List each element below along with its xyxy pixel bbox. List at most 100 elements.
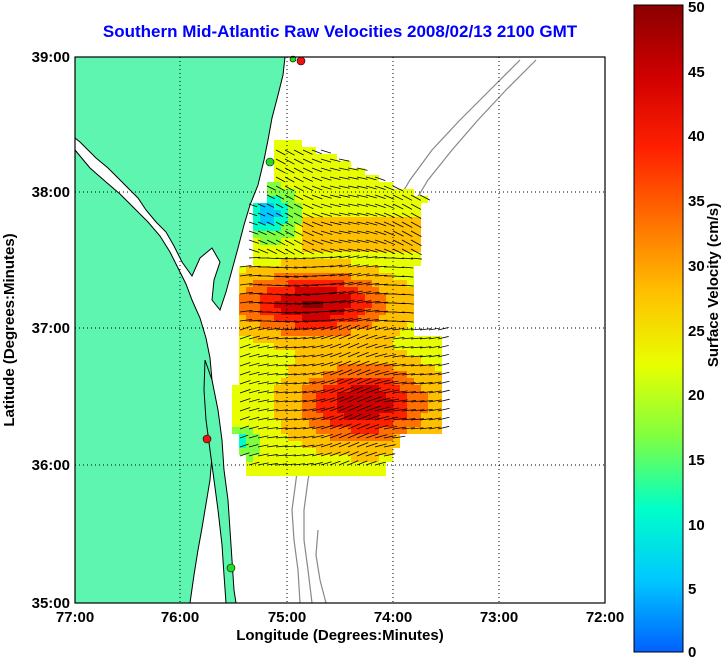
- velocity-cell: [372, 441, 379, 448]
- velocity-cell: [421, 350, 428, 357]
- current-vector: [365, 256, 378, 259]
- current-vector: [275, 436, 288, 439]
- current-vector: [401, 230, 413, 237]
- velocity-cell: [267, 308, 274, 315]
- velocity-cell: [281, 343, 288, 350]
- velocity-cell: [316, 161, 323, 168]
- current-vector: [374, 274, 388, 277]
- current-vector: [320, 176, 332, 181]
- velocity-cell: [428, 378, 435, 385]
- velocity-cell: [239, 280, 246, 287]
- current-vector: [302, 435, 315, 439]
- current-vector: [356, 414, 371, 421]
- current-vector: [293, 311, 310, 314]
- velocity-cell: [260, 301, 267, 308]
- velocity-cell: [246, 364, 253, 371]
- velocity-cell: [400, 378, 407, 385]
- current-vector: [347, 413, 362, 421]
- current-vector: [248, 425, 259, 430]
- current-vector: [293, 266, 307, 269]
- current-vector: [257, 230, 267, 236]
- velocity-cell: [288, 441, 295, 448]
- current-vector: [329, 282, 345, 286]
- velocity-cell: [358, 392, 365, 399]
- velocity-cell: [407, 245, 414, 252]
- current-vector: [347, 185, 359, 189]
- current-vector: [320, 406, 335, 412]
- velocity-cell: [316, 266, 323, 273]
- velocity-cell: [372, 196, 379, 203]
- current-vector: [401, 382, 416, 385]
- current-vector: [275, 391, 288, 394]
- current-vector: [284, 382, 297, 385]
- velocity-cell: [323, 371, 330, 378]
- velocity-cell: [281, 196, 288, 203]
- velocity-cell: [281, 231, 288, 238]
- velocity-cell: [309, 385, 316, 392]
- velocity-cell: [323, 189, 330, 196]
- current-vector: [275, 418, 288, 421]
- current-vector: [374, 326, 387, 331]
- velocity-cell: [344, 203, 351, 210]
- current-vector: [239, 319, 253, 322]
- velocity-cell: [309, 259, 316, 266]
- velocity-cell: [281, 413, 288, 420]
- velocity-cell: [379, 294, 386, 301]
- velocity-cell: [246, 462, 253, 469]
- velocity-cell: [288, 413, 295, 420]
- velocity-cell: [302, 245, 309, 252]
- velocity-cell: [309, 336, 316, 343]
- velocity-cell: [309, 308, 316, 315]
- velocity-cell: [421, 413, 428, 420]
- current-vector: [257, 354, 269, 358]
- current-vector: [266, 399, 279, 403]
- current-vector: [302, 212, 314, 219]
- velocity-cell: [267, 182, 274, 189]
- velocity-cell: [295, 343, 302, 350]
- velocity-cell: [358, 322, 365, 329]
- velocity-cell: [253, 273, 260, 280]
- velocity-cell: [281, 336, 288, 343]
- velocity-cell: [288, 378, 295, 385]
- station-marker-hatteras: [226, 563, 236, 573]
- velocity-cell: [323, 455, 330, 462]
- velocity-cell: [295, 231, 302, 238]
- velocity-cell: [281, 322, 288, 329]
- velocity-cell: [281, 350, 288, 357]
- current-vector: [248, 283, 262, 286]
- velocity-cell: [239, 273, 246, 280]
- current-vector: [365, 396, 382, 403]
- velocity-cell: [288, 329, 295, 336]
- x-tick-label: 76:00: [161, 609, 199, 626]
- current-vector: [410, 328, 423, 331]
- current-vector: [266, 266, 280, 269]
- velocity-cell: [400, 224, 407, 231]
- current-vector: [392, 284, 405, 287]
- current-vector: [374, 256, 387, 259]
- velocity-cell: [323, 315, 330, 322]
- velocity-cell: [288, 161, 295, 168]
- current-vector: [302, 363, 315, 367]
- velocity-cell: [351, 371, 358, 378]
- colorbar-tick-label: 45: [688, 64, 705, 81]
- current-vector: [356, 442, 369, 448]
- current-vector: [293, 185, 304, 192]
- current-vector: [275, 382, 288, 385]
- velocity-cell: [274, 413, 281, 420]
- current-vector: [338, 308, 354, 313]
- velocity-cell: [365, 217, 372, 224]
- velocity-cell: [309, 420, 316, 427]
- velocity-cell: [323, 287, 330, 294]
- velocity-cell: [288, 420, 295, 427]
- velocity-cell: [351, 462, 358, 469]
- current-vector: [356, 167, 368, 171]
- current-vector: [239, 380, 251, 385]
- current-vector: [347, 386, 363, 394]
- velocity-cell: [330, 175, 337, 182]
- velocity-cell: [274, 329, 281, 336]
- current-vector: [374, 461, 386, 466]
- velocity-cell: [316, 182, 323, 189]
- velocity-cell: [351, 266, 358, 273]
- current-vector: [356, 423, 371, 430]
- current-vector: [356, 264, 369, 268]
